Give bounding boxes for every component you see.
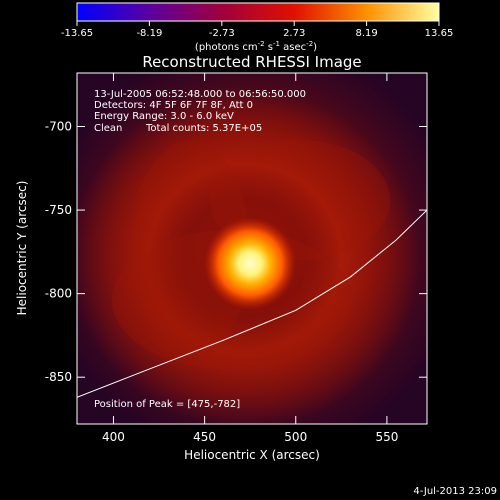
x-tick-label: 500 xyxy=(284,430,307,444)
plot-frame xyxy=(76,72,428,425)
peak-position-annotation: Position of Peak = [475,-782] xyxy=(94,399,240,410)
clean-annotation: Clean xyxy=(94,123,122,134)
y-tick-label: -700 xyxy=(45,119,72,133)
colorbar-tick-label: -2.73 xyxy=(209,28,235,39)
x-tick-label: 550 xyxy=(375,430,398,444)
y-tick-label: -750 xyxy=(45,203,72,217)
colorbar-tick-label: 13.65 xyxy=(425,28,454,39)
y-tick-label: -850 xyxy=(45,370,72,384)
x-axis-label: Heliocentric X (arcsec) xyxy=(184,448,320,462)
timestamp: 4-Jul-2013 23:09 xyxy=(413,486,497,497)
colorbar-label: (photons cm-2 s-1 asec-2) xyxy=(195,40,317,53)
energy-annotation: Energy Range: 3.0 - 6.0 keV xyxy=(94,111,234,122)
chart-title: Reconstructed RHESSI Image xyxy=(142,53,361,71)
colorbar xyxy=(76,2,440,22)
detectors-annotation: Detectors: 4F 5F 6F 7F 8F, Att 0 xyxy=(94,100,253,111)
solar-limb-curve xyxy=(77,209,427,398)
total-counts-annotation: Total counts: 5.37E+05 xyxy=(145,123,262,134)
y-axis-ticks: -700 -750 -800 -850 xyxy=(45,119,427,384)
colorbar-tick-label: -8.19 xyxy=(136,28,162,39)
y-tick-label: -800 xyxy=(45,287,72,301)
time-range-annotation: 13-Jul-2005 06:52:48.000 to 06:56:50.000 xyxy=(94,89,306,100)
heatmap-image xyxy=(77,73,427,424)
x-tick-label: 450 xyxy=(193,430,216,444)
colorbar-ticks: -13.65 -8.19 -2.73 2.73 8.19 13.65 xyxy=(61,21,453,39)
colorbar-tick-label: 2.73 xyxy=(283,28,305,39)
colorbar-tick-label: 8.19 xyxy=(355,28,377,39)
x-axis-ticks: 400 450 500 550 xyxy=(102,73,398,444)
y-axis-label: Heliocentric Y (arcsec) xyxy=(15,181,29,316)
x-tick-label: 400 xyxy=(102,430,125,444)
colorbar-tick-label: -13.65 xyxy=(61,28,93,39)
peak-blob xyxy=(204,217,297,310)
